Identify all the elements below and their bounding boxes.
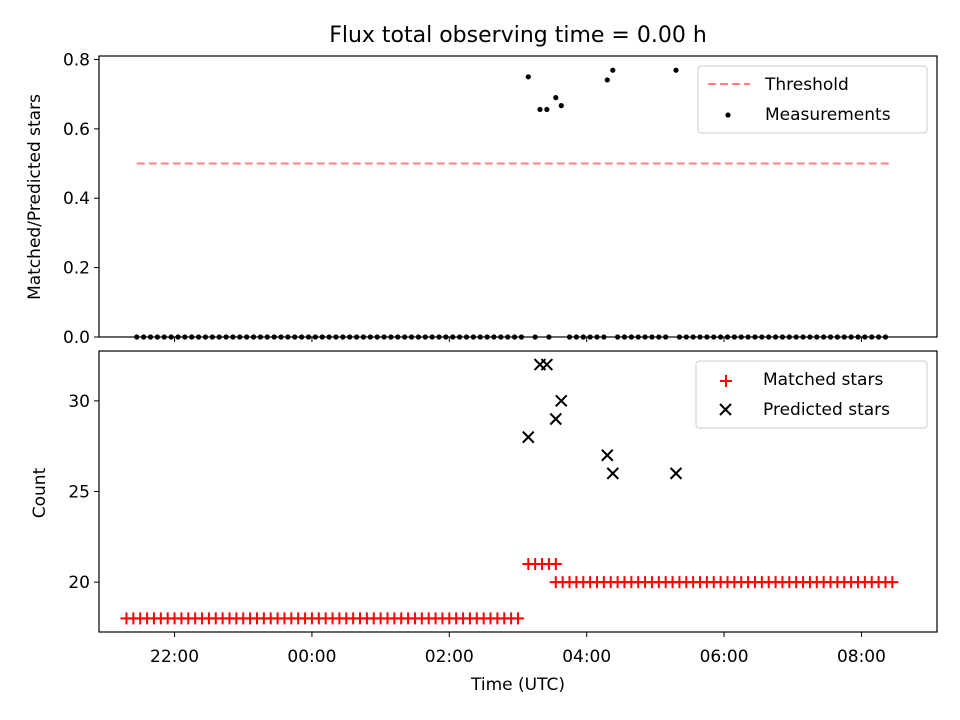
- count-x-tick-label: 08:00: [837, 647, 886, 667]
- predicted-star-marker: [555, 394, 568, 408]
- legend-matched-swatch: [720, 375, 732, 387]
- ratio-y-axis-label: Matched/Predicted stars: [25, 94, 45, 300]
- measurement-point: [604, 77, 610, 83]
- ratio-axes-frame: [98, 55, 938, 338]
- count-y-tick-label: 25: [68, 483, 90, 503]
- count-y-ticks: 20 25 30: [68, 392, 99, 593]
- measurement-point: [525, 74, 531, 80]
- count-x-tick-label: 22:00: [150, 647, 199, 667]
- matched-star-marker: [886, 576, 899, 589]
- count-legend-box: [695, 360, 928, 429]
- predicted-star-marker: [549, 412, 562, 426]
- predicted-star-marker: [606, 467, 619, 480]
- measurement-point: [610, 67, 616, 73]
- measurement-point: [558, 103, 564, 109]
- predicted-star-marker: [522, 430, 535, 444]
- count-x-ticks: 22:00 00:00 02:00 04:00 06:00 08:00: [150, 632, 886, 667]
- ratio-y-tick-label: 0.0: [63, 328, 90, 348]
- count-panel: 20 25 30 22:00 00:00 02:00 04:00 06:00 08:00 Co…: [30, 350, 938, 695]
- ratio-y-tick-label: 0.4: [63, 189, 90, 209]
- ratio-y-tick-label: 0.2: [63, 259, 90, 279]
- count-x-tick-label: 00:00: [287, 647, 336, 667]
- chart-title: Flux total observing time = 0.00 h: [329, 23, 707, 48]
- measurement-point: [673, 67, 679, 73]
- measurement-point: [537, 106, 543, 113]
- count-x-tick-label: 06:00: [700, 647, 749, 667]
- legend-threshold-label: Threshold: [764, 75, 849, 95]
- predicted-star-marker: [601, 449, 614, 462]
- count-x-tick-label: 04:00: [562, 647, 611, 667]
- count-y-axis-label: Count: [30, 467, 50, 518]
- count-plot-area: [120, 358, 899, 625]
- predicted-star-marker: [540, 358, 554, 371]
- ratio-panel: Flux total observing time = 0.00 h 0.00.…: [25, 23, 938, 348]
- x-axis-label: Time (UTC): [470, 675, 565, 695]
- ratio-legend-box: [697, 65, 928, 134]
- legend-predicted-label: Predicted stars: [763, 400, 890, 420]
- ratio-x-ticks: [174, 337, 862, 342]
- count-y-tick-label: 20: [68, 573, 90, 593]
- legend-matched-label: Matched stars: [763, 370, 883, 390]
- ratio-legend: Threshold Measurements: [697, 65, 928, 134]
- predicted-star-marker: [669, 467, 683, 480]
- legend-measurements-label: Measurements: [765, 105, 891, 125]
- count-y-tick-label: 30: [68, 392, 90, 412]
- measurement-point: [544, 106, 550, 113]
- legend-measurements-swatch: [725, 112, 731, 118]
- measurement-point: [553, 95, 559, 101]
- ratio-y-ticks: 0.0 0.2 0.4 0.6 0.8: [63, 50, 99, 348]
- legend-predicted-swatch: [719, 403, 732, 416]
- matched-star-marker: [549, 558, 562, 571]
- count-x-tick-label: 02:00: [425, 647, 474, 667]
- matched-star-marker: [512, 612, 524, 625]
- count-legend: Matched stars Predicted stars: [695, 360, 928, 429]
- ratio-y-tick-label: 0.8: [63, 50, 90, 70]
- ratio-y-tick-label: 0.6: [63, 120, 90, 140]
